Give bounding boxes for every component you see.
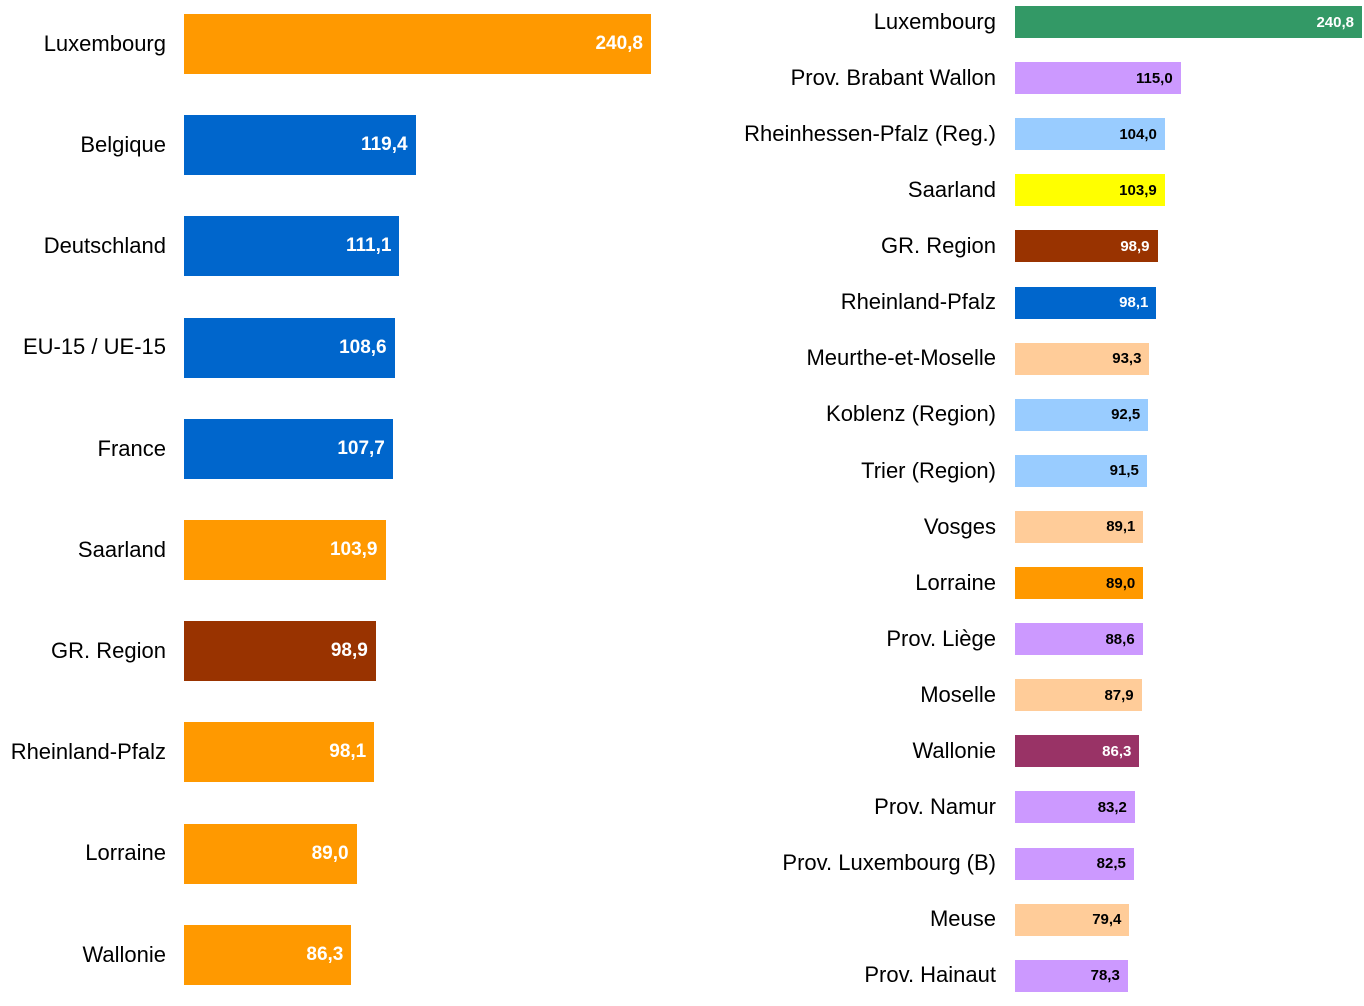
bar — [1015, 230, 1158, 263]
value-label: 93,3 — [1112, 350, 1142, 368]
value-label: 83,2 — [1097, 798, 1127, 816]
category-label: Moselle — [920, 681, 996, 707]
value-label: 98,1 — [329, 741, 367, 763]
bar — [184, 823, 357, 884]
category-label: GR. Region — [51, 637, 166, 663]
category-label: Prov. Liège — [886, 625, 996, 651]
bar — [1015, 847, 1134, 880]
value-label: 92,5 — [1111, 406, 1141, 424]
bar — [184, 418, 393, 479]
value-label: 103,9 — [329, 539, 378, 560]
value-label: 98,9 — [1120, 237, 1150, 255]
category-label: Luxembourg — [873, 8, 996, 34]
category-label: Trier (Region) — [861, 457, 996, 483]
bar — [1015, 510, 1144, 543]
category-label: Rheinland-Pfalz — [10, 739, 166, 765]
category-label: Belgique — [80, 131, 166, 157]
bar — [1015, 398, 1149, 431]
category-label: Wallonie — [82, 941, 166, 967]
bar — [184, 520, 386, 580]
category-label: Prov. Hainaut — [864, 962, 996, 988]
category-label: GR. Region — [881, 233, 996, 259]
bar — [1015, 62, 1181, 95]
value-label: 98,9 — [330, 640, 368, 662]
value-label: 78,3 — [1090, 967, 1120, 985]
category-label: Prov. Brabant Wallon — [790, 64, 996, 90]
category-label: France — [97, 435, 166, 461]
category-label: Luxembourg — [43, 30, 166, 56]
value-label: 86,3 — [1102, 742, 1132, 760]
bar — [1015, 118, 1165, 151]
value-label: 89,0 — [311, 842, 349, 864]
value-label: 240,8 — [1316, 13, 1354, 31]
category-label: Saarland — [77, 536, 166, 562]
value-label: 119,4 — [361, 134, 408, 156]
bar — [1015, 174, 1165, 207]
value-label: 79,4 — [1092, 911, 1122, 929]
bar — [1015, 735, 1140, 768]
bar — [184, 924, 352, 985]
value-label: 89,0 — [1106, 574, 1136, 592]
bar — [184, 317, 395, 378]
bar — [1015, 342, 1150, 375]
value-label: 89,1 — [1106, 518, 1136, 536]
category-label: Meurthe-et-Moselle — [806, 345, 996, 371]
value-label: 86,3 — [306, 943, 344, 965]
bar — [1015, 6, 1362, 38]
bar — [184, 115, 416, 176]
value-label: 104,0 — [1119, 125, 1157, 143]
value-label: 111,1 — [346, 235, 392, 257]
category-label: Prov. Namur — [874, 794, 996, 820]
bar — [1015, 286, 1157, 319]
value-label: 82,5 — [1096, 855, 1126, 872]
category-label: Deutschland — [43, 233, 166, 259]
value-label: 103,9 — [1119, 181, 1157, 199]
bar — [1015, 454, 1147, 487]
category-label: Vosges — [923, 513, 996, 539]
category-label: Koblenz (Region) — [826, 401, 996, 427]
category-label: Lorraine — [915, 569, 996, 595]
category-label: Saarland — [907, 177, 996, 202]
bar — [1015, 959, 1128, 992]
category-label: Meuse — [929, 906, 996, 932]
category-label: Rheinland-Pfalz — [840, 289, 996, 315]
category-label: EU-15 / UE-15 — [22, 334, 166, 360]
value-label: 108,6 — [339, 336, 387, 358]
category-label: Prov. Luxembourg (B) — [782, 850, 996, 876]
bar — [184, 14, 651, 74]
bar — [184, 722, 375, 783]
bar — [184, 216, 400, 277]
category-label: Rheinhessen-Pfalz (Reg.) — [744, 120, 996, 146]
value-label: 240,8 — [595, 33, 643, 54]
bar — [1015, 679, 1142, 712]
bar — [1015, 791, 1135, 824]
bar — [184, 621, 376, 682]
value-label: 91,5 — [1109, 462, 1139, 480]
category-label: Lorraine — [85, 840, 166, 866]
bar — [1015, 623, 1143, 656]
value-label: 88,6 — [1105, 630, 1135, 648]
value-label: 115,0 — [1135, 69, 1173, 87]
category-label: Wallonie — [912, 738, 996, 763]
bar — [1015, 903, 1130, 936]
value-label: 98,1 — [1119, 294, 1149, 311]
value-label: 107,7 — [337, 437, 385, 459]
bar — [1015, 567, 1144, 599]
value-label: 87,9 — [1104, 686, 1134, 704]
